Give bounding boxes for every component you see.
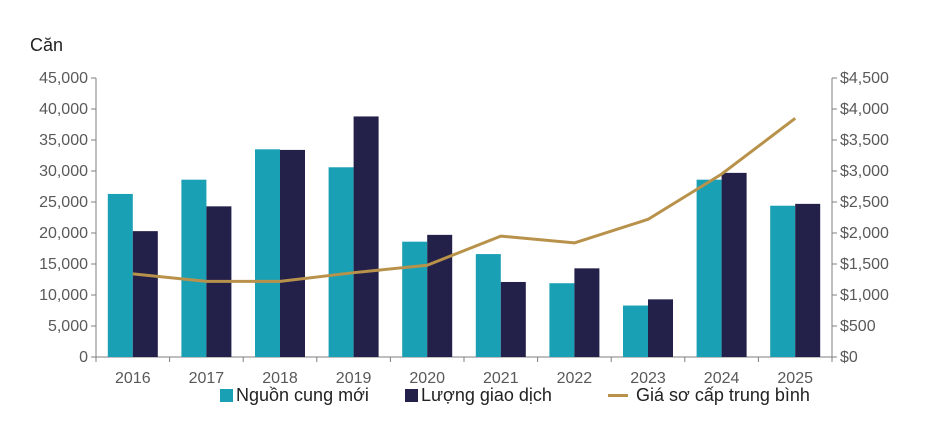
x-tick-label: 2025 (777, 370, 813, 387)
left-tick-label: 10,000 (39, 287, 88, 304)
x-tick-label: 2022 (557, 370, 593, 387)
left-tick-label: 25,000 (39, 194, 88, 211)
x-tick-label: 2017 (189, 370, 225, 387)
y-axis-unit-label: Căn (30, 35, 64, 55)
bar-new-supply (770, 205, 796, 357)
bar-transactions (574, 268, 600, 357)
avg-price-line (132, 117, 797, 283)
right-tick-label: $500 (840, 318, 876, 335)
right-tick-label: $4,000 (840, 101, 889, 118)
left-tick-label: 20,000 (39, 225, 88, 242)
bar-new-supply (107, 193, 133, 357)
legend-label-new-supply: Nguồn cung mới (236, 385, 369, 405)
right-tick-label: $1,000 (840, 287, 889, 304)
x-tick-label: 2019 (336, 370, 372, 387)
x-tick-label: 2021 (483, 370, 519, 387)
bar-new-supply (696, 179, 722, 357)
legend-label-avg-price: Giá sơ cấp trung bình (636, 385, 810, 405)
right-tick-label: $2,000 (840, 225, 889, 242)
bar-new-supply (623, 305, 648, 357)
x-tick-label: 2024 (704, 370, 740, 387)
x-tick-label: 2020 (409, 370, 445, 387)
legend-line-gold-icon (608, 394, 628, 397)
bar-transactions (132, 231, 158, 357)
legend-swatch-navy-icon (405, 389, 418, 402)
left-tick-label: 35,000 (39, 132, 88, 149)
bar-new-supply (181, 179, 207, 357)
x-tick-label: 2016 (115, 370, 151, 387)
left-tick-label: 5,000 (48, 318, 88, 335)
right-tick-label: $4,500 (840, 70, 889, 87)
right-tick-label: $2,500 (840, 194, 889, 211)
bar-new-supply (475, 254, 501, 357)
left-tick-label: 45,000 (39, 70, 88, 87)
right-tick-label: $3,500 (840, 132, 889, 149)
right-tick-label: $0 (840, 349, 858, 366)
left-tick-label: 15,000 (39, 256, 88, 273)
bar-transactions (795, 203, 821, 357)
x-tick-label: 2023 (630, 370, 666, 387)
legend-swatch-teal-icon (220, 389, 233, 402)
bar-new-supply (255, 149, 280, 357)
legend-item-transactions: Lượng giao dịch (405, 385, 552, 406)
x-tick-label: 2018 (262, 370, 298, 387)
bar-transactions (500, 281, 526, 357)
left-tick-label: 0 (79, 349, 88, 366)
bar-new-supply (328, 167, 354, 357)
bar-transactions (353, 116, 379, 357)
legend-item-avg-price: Giá sơ cấp trung bình (608, 385, 810, 406)
right-tick-label: $3,000 (840, 163, 889, 180)
bar-transactions (721, 172, 747, 357)
bar-transactions (648, 299, 673, 357)
left-tick-label: 40,000 (39, 101, 88, 118)
left-tick-label: 30,000 (39, 163, 88, 180)
legend-item-new-supply: Nguồn cung mới (220, 385, 369, 406)
bar-new-supply (402, 241, 428, 357)
bar-new-supply (549, 283, 575, 357)
legend-label-transactions: Lượng giao dịch (421, 385, 552, 405)
bar-transactions (427, 234, 453, 357)
bar-transactions (280, 149, 305, 357)
right-tick-label: $1,500 (840, 256, 889, 273)
legend: Nguồn cung mới Lượng giao dịch Giá sơ cấ… (0, 385, 927, 415)
